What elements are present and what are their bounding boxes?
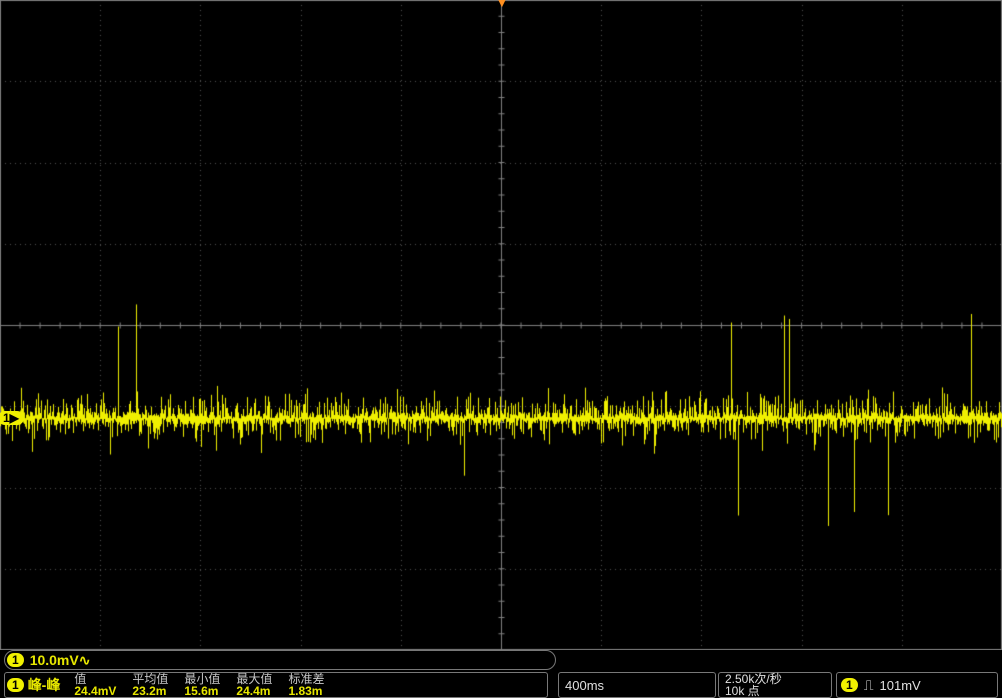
measurement-column: 标准差1.83m bbox=[280, 673, 332, 697]
trigger-source-badge: 1 bbox=[841, 678, 858, 692]
measurement-channel-badge: 1 bbox=[7, 678, 24, 692]
timebase-box[interactable]: 400ms bbox=[558, 672, 716, 698]
bottom-info-bar: 1 10.0mV∿ 1 峰-峰 值24.4mV平均值23.2m最小值15.6m最… bbox=[0, 650, 1002, 698]
timebase-value: 400ms bbox=[565, 678, 604, 693]
measurement-column: 最小值15.6m bbox=[176, 673, 228, 697]
measurement-column: 平均值23.2m bbox=[124, 673, 176, 697]
sample-box[interactable]: 2.50k次/秒 10k 点 bbox=[718, 672, 832, 698]
channel-ground-badge: 1▶ bbox=[0, 411, 24, 425]
sample-depth: 10k 点 bbox=[725, 685, 760, 697]
trigger-position-marker-icon: ▼ bbox=[494, 0, 510, 8]
measurement-name: 峰-峰 bbox=[28, 675, 61, 695]
measurement-column-value: 24.4m bbox=[236, 685, 272, 697]
measurement-column-value: 15.6m bbox=[184, 685, 220, 697]
measurement-column-value: 23.2m bbox=[132, 685, 168, 697]
measurement-column: 最大值24.4m bbox=[228, 673, 280, 697]
trigger-level: 101mV bbox=[880, 678, 921, 693]
measurement-column-value: 1.83m bbox=[288, 685, 324, 697]
trigger-edge-icon: ⎍ bbox=[864, 677, 874, 694]
channel-scale-box[interactable]: 1 10.0mV∿ bbox=[4, 650, 556, 670]
channel-scale-value: 10.0mV∿ bbox=[30, 652, 91, 669]
measurement-box[interactable]: 1 峰-峰 值24.4mV平均值23.2m最小值15.6m最大值24.4m标准差… bbox=[4, 672, 548, 698]
measurement-column: 值24.4mV bbox=[66, 673, 124, 697]
channel-badge: 1 bbox=[7, 653, 24, 667]
measurement-label: 1 峰-峰 bbox=[7, 673, 66, 697]
oscilloscope-display: ▼ 1▶ bbox=[0, 0, 1002, 650]
channel-ground-marker: 1▶ bbox=[0, 410, 24, 425]
trigger-box[interactable]: 1 ⎍ 101mV bbox=[836, 672, 998, 698]
waveform-canvas bbox=[0, 0, 1002, 650]
measurement-column-value: 24.4mV bbox=[74, 685, 116, 697]
